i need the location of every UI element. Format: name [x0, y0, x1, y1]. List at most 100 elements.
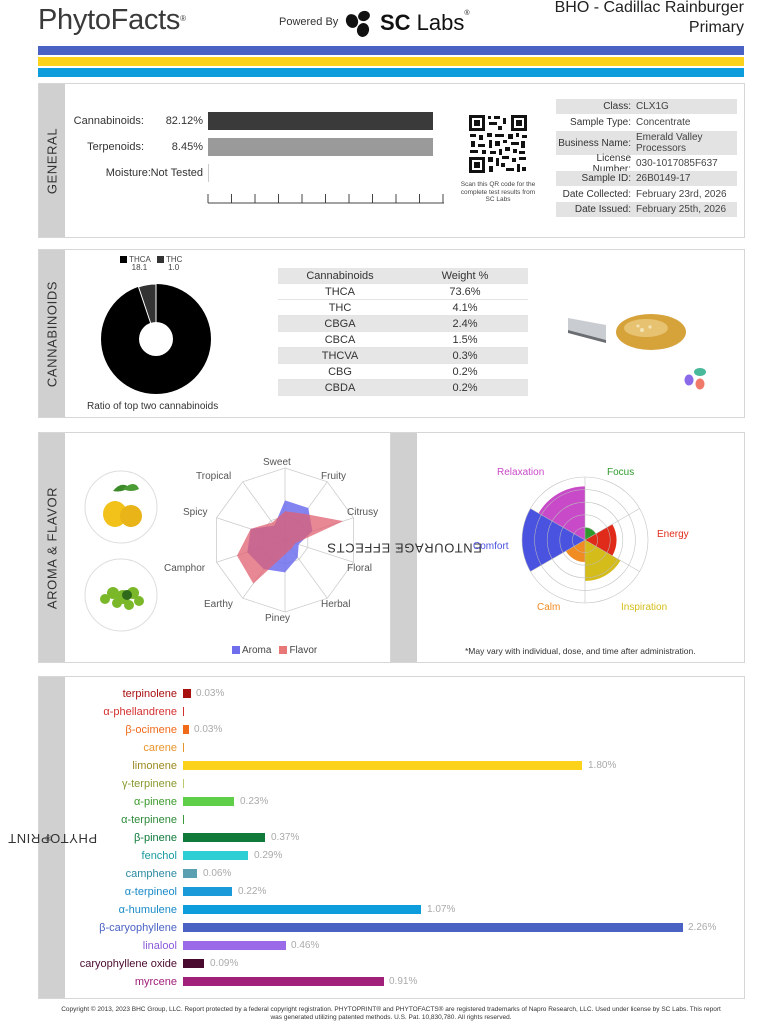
entourage-footnote: *May vary with individual, dose, and tim…: [465, 646, 696, 656]
terpene-label: terpinolene: [122, 688, 177, 700]
terpene-value: 0.37%: [271, 832, 300, 843]
entourage-effects-section: ENTOURAGE EFFECTS *: [326, 432, 745, 663]
terpene-value: 0.03%: [196, 688, 225, 699]
terpene-bar: [183, 725, 189, 734]
radar-label-spicy: Spicy: [183, 507, 208, 518]
donut-legend: THCA 18.1 THC 1.0: [120, 256, 182, 272]
terpene-label: β-caryophyllene: [99, 922, 177, 934]
terpene-bar-chart: terpinolene 0.03% α-phellandrene β-ocime…: [80, 688, 717, 988]
info-row-sample-id: Sample ID: 26B0149-17: [556, 171, 737, 186]
sc-labs-logo-icon: [345, 10, 370, 37]
sc-labs-wordmark: SC Labs®: [380, 10, 470, 35]
legend-swatch-flavor: [279, 646, 288, 655]
terpene-value: 0.06%: [203, 868, 232, 879]
terpene-label: α-pinene: [133, 796, 177, 808]
cannabinoids-label: Cannabinoids:: [73, 115, 144, 127]
aroma-flavor-legend: Aroma Flavor: [232, 645, 317, 656]
effect-label-inspiration: Inspiration: [621, 602, 668, 613]
terpene-bar: [183, 941, 286, 950]
terpene-value: 0.46%: [291, 940, 320, 951]
terpene-bar: [183, 959, 204, 968]
terpene-bar: [183, 851, 248, 860]
effect-label-comfort: Comfort: [473, 541, 509, 552]
terpene-label: α-terpineol: [124, 886, 177, 898]
aroma-flavor-radar-chart: [216, 467, 354, 613]
cannabinoid-donut-chart: [101, 283, 211, 394]
moisture-label: Moisture:: [105, 167, 151, 179]
terpene-label: linalool: [142, 940, 177, 952]
table-header: Cannabinoids Weight %: [278, 268, 528, 284]
table-row: CBCA 1.5%: [278, 332, 528, 348]
qr-code-icon[interactable]: [468, 114, 528, 174]
product-image: [568, 314, 686, 350]
terpene-value: 0.09%: [210, 958, 239, 969]
lemon-icon: [84, 470, 158, 544]
table-row: THC 4.1%: [278, 300, 528, 316]
terpene-label: α-humulene: [118, 904, 177, 916]
terpene-bar: [183, 977, 384, 986]
terpene-value: 1.80%: [588, 760, 617, 771]
terpene-label: fenchol: [141, 850, 177, 862]
table-row: CBG 0.2%: [278, 364, 528, 380]
terpene-value: 0.29%: [254, 850, 283, 861]
legend-swatch-aroma: [232, 646, 240, 655]
stripe-cyan: [38, 68, 744, 77]
terpene-label: myrcene: [134, 976, 177, 988]
info-row-date-issued: Date Issued: February 25th, 2026: [556, 202, 737, 217]
moisture-value: Not Tested: [150, 167, 203, 179]
terpene-label: carene: [143, 742, 177, 754]
terpene-label: α-terpinene: [121, 814, 177, 826]
info-row-sample-type: Sample Type: Concentrate: [570, 117, 691, 128]
terpene-label: limonene: [132, 760, 177, 772]
table-row: CBGA 2.4%: [278, 316, 528, 332]
legend-swatch-thc: [156, 256, 164, 264]
info-row-business-name: Business Name: Emerald Valley Processors: [556, 131, 737, 155]
terpene-bar: [183, 707, 184, 716]
stripe-yellow: [38, 57, 744, 66]
table-row: THCA 73.6%: [278, 284, 528, 300]
footer-copyright: Copyright © 2013, 2023 BHC Group, LLC. R…: [61, 1006, 721, 1021]
entourage-sidebar: ENTOURAGE EFFECTS *: [326, 433, 482, 662]
terpene-bar: [183, 887, 232, 896]
terpene-value: 2.26%: [688, 922, 717, 933]
phytoprint-section: PHYTOPRINT ®: [7, 676, 745, 999]
cannabinoids-bar: [208, 112, 433, 130]
stripe-blue: [38, 46, 744, 55]
legend-flavor: Flavor: [279, 645, 317, 656]
table-row: CBDA 0.2%: [278, 380, 528, 396]
info-row-class: Class: CLX1G: [556, 99, 737, 114]
terpene-bar: [183, 869, 197, 878]
legend-swatch-thca: [120, 256, 127, 264]
sc-labs-dots-icon: [684, 368, 706, 390]
terpene-bar: [183, 797, 234, 806]
radar-label-camphor: Camphor: [164, 563, 206, 574]
terpenoids-value: 8.45%: [171, 141, 203, 153]
product-title: BHO - Cadillac Rainburger: [554, 0, 744, 16]
general-axis: [207, 194, 444, 204]
cannabinoids-value: 82.12%: [165, 115, 203, 127]
terpene-label: β-pinene: [133, 832, 177, 844]
phytoprint-sidebar: PHYTOPRINT ®: [7, 677, 97, 998]
radar-label-floral: Floral: [347, 563, 373, 574]
radar-label-piney: Piney: [265, 613, 291, 624]
product-subtitle: Primary: [688, 19, 744, 36]
general-sidebar: GENERAL: [39, 84, 65, 237]
terpene-bar: [183, 833, 265, 842]
legend-aroma: Aroma: [232, 645, 271, 656]
info-row-license-number: License Number: 030-1017085F637: [592, 152, 718, 175]
moisture-bar: [208, 164, 209, 182]
legend-thc: THC 1.0: [156, 256, 182, 272]
terpenoids-bar: [208, 138, 433, 156]
cannabinoids-sidebar: CANNABINOIDS: [39, 250, 65, 417]
entourage-polar-chart: [521, 476, 649, 604]
effect-label-focus: Focus: [607, 467, 635, 478]
terpene-label: camphene: [125, 868, 177, 880]
info-row-date-collected: Date Collected: February 23rd, 2026: [562, 189, 727, 200]
qr-caption: Scan this QR code for the complete test …: [460, 181, 536, 203]
powered-by-label: Powered By: [279, 16, 339, 28]
terpene-label: α-phellandrene: [103, 706, 177, 718]
terpene-value: 0.91%: [389, 976, 418, 987]
terpene-bar: [183, 779, 184, 788]
cannabinoid-table: Cannabinoids Weight % THCA 73.6% THC 4.1% C…: [278, 268, 528, 396]
terpene-value: 1.07%: [427, 904, 456, 915]
